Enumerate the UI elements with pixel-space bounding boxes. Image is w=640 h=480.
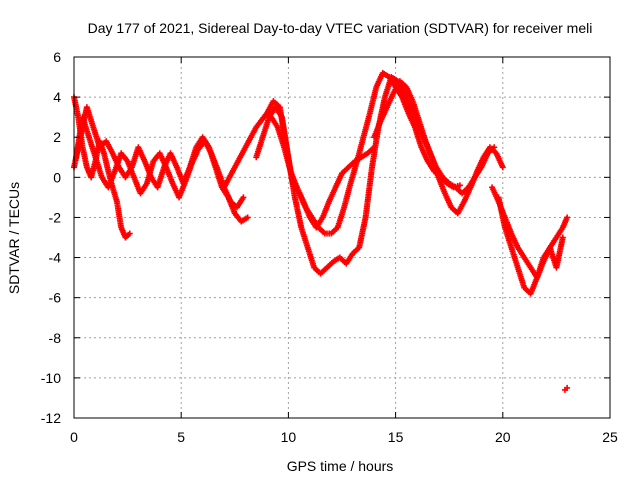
data-point xyxy=(244,214,251,221)
series-track-3 xyxy=(73,114,247,211)
y-tick-label: 4 xyxy=(53,89,61,105)
series-track-10 xyxy=(561,384,571,393)
y-axis-label: SDTVAR / TECUs xyxy=(6,182,22,294)
x-tick-label: 15 xyxy=(388,429,404,445)
y-tick-label: -10 xyxy=(41,370,61,386)
series-track-9 xyxy=(495,194,566,297)
axis-ticks: 0 5 10 15 20 25 -12 -10 -8 -6 -4 -2 0 2 4 6 xyxy=(41,49,618,445)
plot-frame xyxy=(73,56,611,419)
data-point xyxy=(240,194,247,201)
y-tick-label: -12 xyxy=(41,410,61,426)
x-axis-label: GPS time / hours xyxy=(287,458,394,474)
y-tick-label: 0 xyxy=(53,169,61,185)
series-track-1 xyxy=(71,94,133,241)
data-point xyxy=(456,182,463,189)
x-tick-label: 25 xyxy=(602,429,618,445)
x-tick-label: 0 xyxy=(70,429,78,445)
y-tick-label: -2 xyxy=(49,209,62,225)
data-point xyxy=(371,144,378,151)
y-tick-label: -8 xyxy=(49,330,62,346)
data-point xyxy=(126,230,133,237)
data-point xyxy=(499,164,506,171)
chart-title: Day 177 of 2021, Sidereal Day-to-day VTE… xyxy=(88,20,593,36)
series-track-6 xyxy=(268,114,378,231)
y-tick-label: -6 xyxy=(49,290,62,306)
data-point xyxy=(564,384,571,391)
x-tick-label: 5 xyxy=(177,429,185,445)
y-tick-label: 2 xyxy=(53,129,61,145)
x-tick-label: 20 xyxy=(495,429,511,445)
grid-lines xyxy=(74,57,610,418)
data-point xyxy=(559,234,566,241)
data-point xyxy=(564,214,571,221)
y-tick-label: 6 xyxy=(53,49,61,65)
y-tick-label: -4 xyxy=(49,250,62,266)
data-points xyxy=(71,70,571,393)
series-track-7 xyxy=(371,78,506,217)
x-tick-label: 10 xyxy=(281,429,297,445)
